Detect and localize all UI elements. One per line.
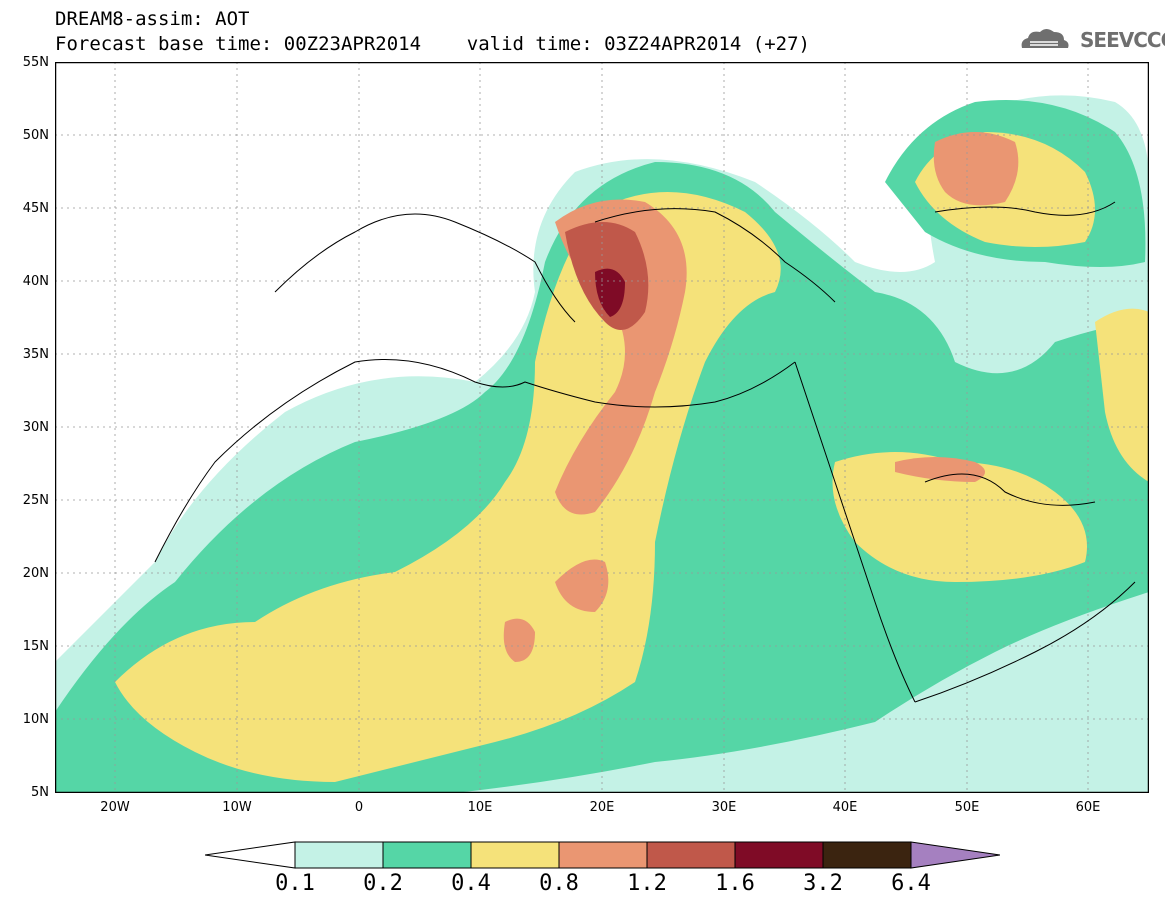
colorbar-label: 0.8 <box>539 871 579 896</box>
aot-map <box>55 62 1149 793</box>
coastlines <box>154 201 1136 703</box>
lat-label: 30N <box>22 420 49 435</box>
lon-label: 40E <box>832 800 858 815</box>
map-frame <box>55 62 1149 793</box>
lon-label: 0 <box>354 800 364 815</box>
cloud-logo-icon <box>1021 29 1069 48</box>
colorbar-bin <box>646 841 736 869</box>
lon-label: 10W <box>222 800 252 815</box>
colorbar <box>205 841 1000 869</box>
lat-label: 55N <box>22 55 49 70</box>
lat-label: 15N <box>22 639 49 654</box>
colorbar-bin <box>734 841 824 869</box>
colorbar-label: 1.6 <box>715 871 755 896</box>
forecast-time-line: Forecast base time: 00Z23APR2014 valid t… <box>55 33 810 55</box>
lat-label: 10N <box>22 712 49 727</box>
lon-label: 60E <box>1075 800 1101 815</box>
map-title: DREAM8-assim: AOT <box>55 8 250 30</box>
map-canvas <box>55 62 1149 793</box>
colorbar-over-arrow <box>910 841 1000 869</box>
graticule <box>55 62 1149 793</box>
colorbar-label: 0.2 <box>363 871 403 896</box>
lon-label: 20W <box>100 800 130 815</box>
lat-label: 40N <box>22 274 49 289</box>
lat-label: 35N <box>22 347 49 362</box>
lat-label: 5N <box>31 785 49 800</box>
colorbar-bin <box>470 841 560 869</box>
lon-label: 10E <box>467 800 493 815</box>
colorbar-under-arrow <box>205 841 296 869</box>
colorbar-label: 0.4 <box>451 871 491 896</box>
lat-label: 20N <box>22 566 49 581</box>
colorbar-bin <box>558 841 648 869</box>
lon-label: 50E <box>954 800 980 815</box>
lon-label: 20E <box>589 800 615 815</box>
lat-label: 50N <box>22 128 49 143</box>
lat-label: 45N <box>22 201 49 216</box>
lon-label: 30E <box>711 800 737 815</box>
lat-label: 25N <box>22 493 49 508</box>
colorbar-bin <box>294 841 384 869</box>
colorbar-label: 3.2 <box>803 871 843 896</box>
colorbar-label: 6.4 <box>891 871 931 896</box>
colorbar-bin <box>382 841 472 869</box>
colorbar-label: 1.2 <box>627 871 667 896</box>
colorbar-label: 0.1 <box>275 871 315 896</box>
logo-text: SEEVCCC <box>1080 28 1165 52</box>
colorbar-bin <box>822 841 912 869</box>
